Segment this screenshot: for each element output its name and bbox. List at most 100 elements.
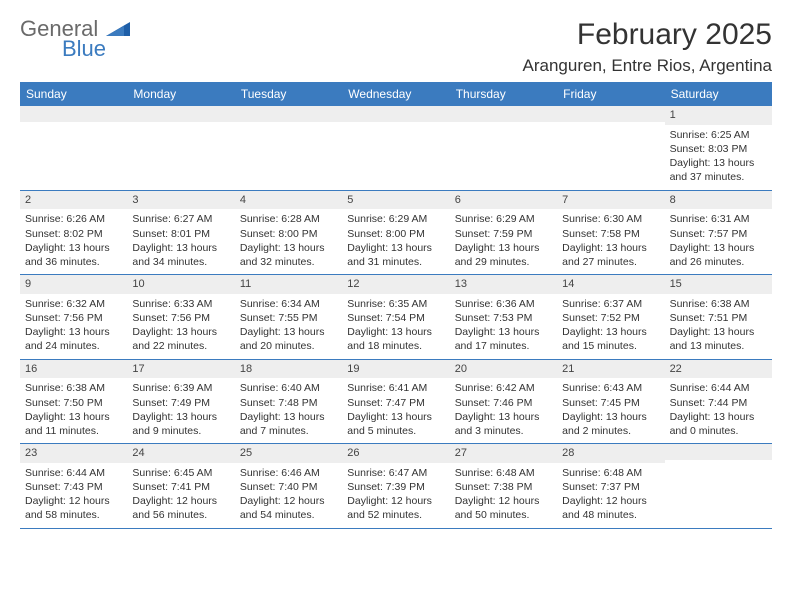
day-body: Sunrise: 6:48 AMSunset: 7:38 PMDaylight:… xyxy=(450,463,557,528)
sunset-text: Sunset: 7:46 PM xyxy=(455,396,552,410)
calendar: Sunday Monday Tuesday Wednesday Thursday… xyxy=(20,82,772,529)
sunset-text: Sunset: 7:58 PM xyxy=(562,227,659,241)
dow-sunday: Sunday xyxy=(20,82,127,106)
daylight-text: Daylight: 13 hours and 0 minutes. xyxy=(670,410,767,438)
day-body: Sunrise: 6:39 AMSunset: 7:49 PMDaylight:… xyxy=(127,378,234,443)
daylight-text: Daylight: 13 hours and 31 minutes. xyxy=(347,241,444,269)
day-body xyxy=(557,122,664,180)
day-number: 28 xyxy=(557,444,664,463)
calendar-cell: 14Sunrise: 6:37 AMSunset: 7:52 PMDayligh… xyxy=(557,275,664,359)
brand-triangle-icon xyxy=(106,16,130,41)
calendar-cell: 3Sunrise: 6:27 AMSunset: 8:01 PMDaylight… xyxy=(127,191,234,275)
sunset-text: Sunset: 7:59 PM xyxy=(455,227,552,241)
calendar-cell: 16Sunrise: 6:38 AMSunset: 7:50 PMDayligh… xyxy=(20,360,127,444)
daylight-text: Daylight: 13 hours and 18 minutes. xyxy=(347,325,444,353)
day-body: Sunrise: 6:35 AMSunset: 7:54 PMDaylight:… xyxy=(342,294,449,359)
daylight-text: Daylight: 12 hours and 54 minutes. xyxy=(240,494,337,522)
day-body: Sunrise: 6:38 AMSunset: 7:50 PMDaylight:… xyxy=(20,378,127,443)
sunrise-text: Sunrise: 6:37 AM xyxy=(562,297,659,311)
sunrise-text: Sunrise: 6:27 AM xyxy=(132,212,229,226)
calendar-cell xyxy=(20,106,127,190)
daylight-text: Daylight: 12 hours and 50 minutes. xyxy=(455,494,552,522)
sunset-text: Sunset: 7:37 PM xyxy=(562,480,659,494)
sunset-text: Sunset: 7:55 PM xyxy=(240,311,337,325)
day-number: 23 xyxy=(20,444,127,463)
day-body: Sunrise: 6:42 AMSunset: 7:46 PMDaylight:… xyxy=(450,378,557,443)
day-body: Sunrise: 6:29 AMSunset: 8:00 PMDaylight:… xyxy=(342,209,449,274)
calendar-cell: 23Sunrise: 6:44 AMSunset: 7:43 PMDayligh… xyxy=(20,444,127,528)
calendar-cell: 18Sunrise: 6:40 AMSunset: 7:48 PMDayligh… xyxy=(235,360,342,444)
day-body: Sunrise: 6:25 AMSunset: 8:03 PMDaylight:… xyxy=(665,125,772,190)
sunset-text: Sunset: 7:43 PM xyxy=(25,480,122,494)
daylight-text: Daylight: 13 hours and 27 minutes. xyxy=(562,241,659,269)
day-number: 25 xyxy=(235,444,342,463)
day-body xyxy=(450,122,557,180)
sunrise-text: Sunrise: 6:30 AM xyxy=(562,212,659,226)
daylight-text: Daylight: 13 hours and 24 minutes. xyxy=(25,325,122,353)
week-row: 1Sunrise: 6:25 AMSunset: 8:03 PMDaylight… xyxy=(20,106,772,191)
sunset-text: Sunset: 7:57 PM xyxy=(670,227,767,241)
sunset-text: Sunset: 7:41 PM xyxy=(132,480,229,494)
day-number: 2 xyxy=(20,191,127,210)
sunset-text: Sunset: 8:03 PM xyxy=(670,142,767,156)
sunrise-text: Sunrise: 6:38 AM xyxy=(25,381,122,395)
daylight-text: Daylight: 13 hours and 37 minutes. xyxy=(670,156,767,184)
page-title: February 2025 xyxy=(523,18,772,52)
calendar-cell: 7Sunrise: 6:30 AMSunset: 7:58 PMDaylight… xyxy=(557,191,664,275)
day-number: 3 xyxy=(127,191,234,210)
day-body: Sunrise: 6:36 AMSunset: 7:53 PMDaylight:… xyxy=(450,294,557,359)
daylight-text: Daylight: 13 hours and 32 minutes. xyxy=(240,241,337,269)
sunrise-text: Sunrise: 6:36 AM xyxy=(455,297,552,311)
daylight-text: Daylight: 13 hours and 3 minutes. xyxy=(455,410,552,438)
week-row: 2Sunrise: 6:26 AMSunset: 8:02 PMDaylight… xyxy=(20,191,772,276)
calendar-cell: 11Sunrise: 6:34 AMSunset: 7:55 PMDayligh… xyxy=(235,275,342,359)
daylight-text: Daylight: 12 hours and 52 minutes. xyxy=(347,494,444,522)
brand-logo: General Blue xyxy=(20,18,130,60)
calendar-cell: 10Sunrise: 6:33 AMSunset: 7:56 PMDayligh… xyxy=(127,275,234,359)
sunset-text: Sunset: 7:45 PM xyxy=(562,396,659,410)
day-number: 16 xyxy=(20,360,127,379)
sunrise-text: Sunrise: 6:35 AM xyxy=(347,297,444,311)
day-body: Sunrise: 6:29 AMSunset: 7:59 PMDaylight:… xyxy=(450,209,557,274)
week-row: 23Sunrise: 6:44 AMSunset: 7:43 PMDayligh… xyxy=(20,444,772,529)
daylight-text: Daylight: 13 hours and 13 minutes. xyxy=(670,325,767,353)
sunrise-text: Sunrise: 6:39 AM xyxy=(132,381,229,395)
calendar-cell: 6Sunrise: 6:29 AMSunset: 7:59 PMDaylight… xyxy=(450,191,557,275)
sunrise-text: Sunrise: 6:33 AM xyxy=(132,297,229,311)
calendar-cell xyxy=(342,106,449,190)
calendar-cell: 28Sunrise: 6:48 AMSunset: 7:37 PMDayligh… xyxy=(557,444,664,528)
day-of-week-header: Sunday Monday Tuesday Wednesday Thursday… xyxy=(20,82,772,106)
sunrise-text: Sunrise: 6:26 AM xyxy=(25,212,122,226)
daylight-text: Daylight: 13 hours and 36 minutes. xyxy=(25,241,122,269)
day-body: Sunrise: 6:30 AMSunset: 7:58 PMDaylight:… xyxy=(557,209,664,274)
day-number xyxy=(235,106,342,122)
week-row: 9Sunrise: 6:32 AMSunset: 7:56 PMDaylight… xyxy=(20,275,772,360)
day-body: Sunrise: 6:44 AMSunset: 7:43 PMDaylight:… xyxy=(20,463,127,528)
calendar-cell xyxy=(450,106,557,190)
dow-monday: Monday xyxy=(127,82,234,106)
day-body xyxy=(235,122,342,180)
daylight-text: Daylight: 12 hours and 48 minutes. xyxy=(562,494,659,522)
day-number: 1 xyxy=(665,106,772,125)
daylight-text: Daylight: 13 hours and 11 minutes. xyxy=(25,410,122,438)
day-number: 17 xyxy=(127,360,234,379)
week-row: 16Sunrise: 6:38 AMSunset: 7:50 PMDayligh… xyxy=(20,360,772,445)
daylight-text: Daylight: 13 hours and 20 minutes. xyxy=(240,325,337,353)
day-body: Sunrise: 6:34 AMSunset: 7:55 PMDaylight:… xyxy=(235,294,342,359)
day-number: 20 xyxy=(450,360,557,379)
calendar-cell: 1Sunrise: 6:25 AMSunset: 8:03 PMDaylight… xyxy=(665,106,772,190)
sunset-text: Sunset: 7:39 PM xyxy=(347,480,444,494)
day-number: 18 xyxy=(235,360,342,379)
calendar-cell: 13Sunrise: 6:36 AMSunset: 7:53 PMDayligh… xyxy=(450,275,557,359)
day-body: Sunrise: 6:26 AMSunset: 8:02 PMDaylight:… xyxy=(20,209,127,274)
day-number: 26 xyxy=(342,444,449,463)
dow-saturday: Saturday xyxy=(665,82,772,106)
sunrise-text: Sunrise: 6:44 AM xyxy=(25,466,122,480)
day-number: 5 xyxy=(342,191,449,210)
daylight-text: Daylight: 13 hours and 9 minutes. xyxy=(132,410,229,438)
day-body: Sunrise: 6:45 AMSunset: 7:41 PMDaylight:… xyxy=(127,463,234,528)
day-body: Sunrise: 6:38 AMSunset: 7:51 PMDaylight:… xyxy=(665,294,772,359)
sunset-text: Sunset: 7:51 PM xyxy=(670,311,767,325)
day-body: Sunrise: 6:41 AMSunset: 7:47 PMDaylight:… xyxy=(342,378,449,443)
location-label: Aranguren, Entre Rios, Argentina xyxy=(523,56,772,76)
